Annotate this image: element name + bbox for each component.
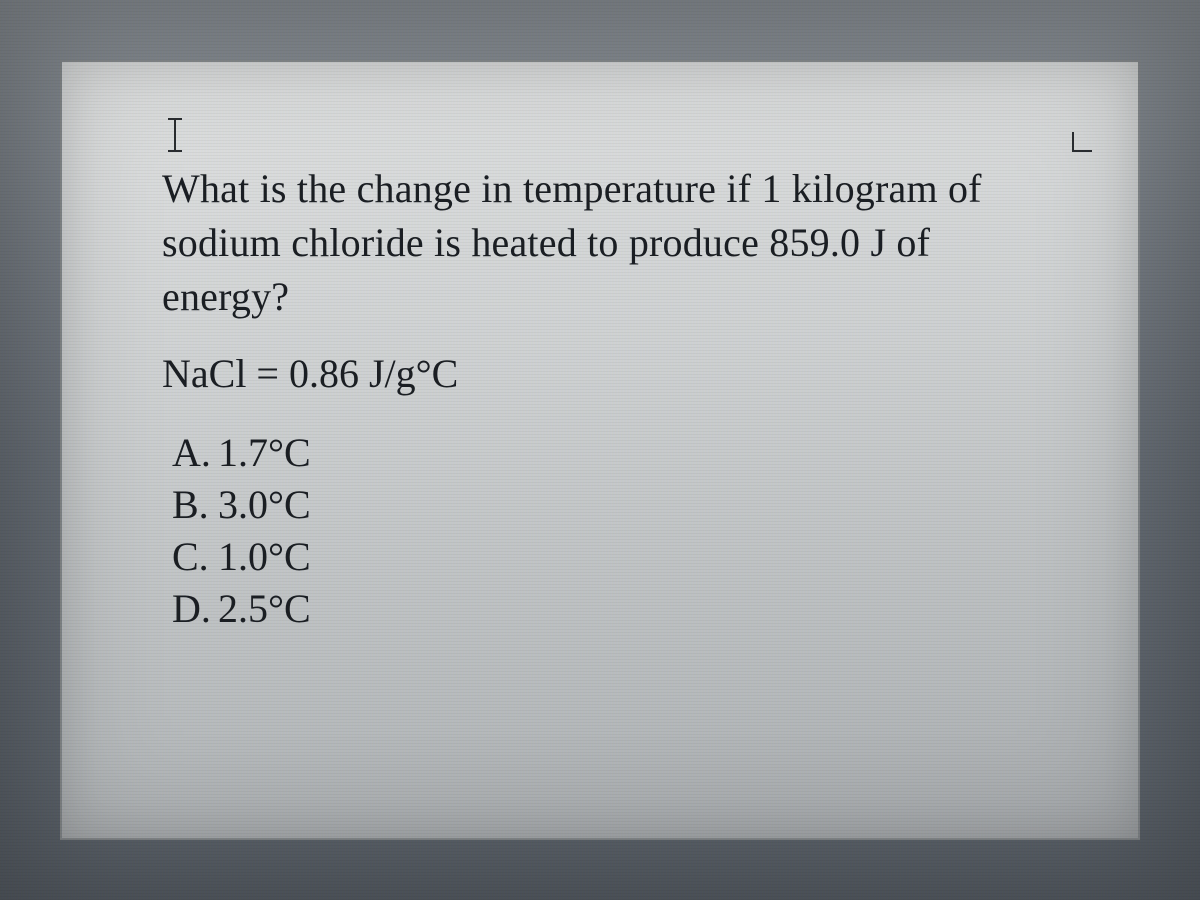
option-label: A. (172, 427, 218, 479)
answer-option[interactable]: A.1.7°C (172, 427, 1048, 479)
answer-option[interactable]: C.1.0°C (172, 531, 1048, 583)
option-value: 1.0°C (218, 534, 311, 579)
document-page: What is the change in temperature if 1 k… (60, 60, 1140, 840)
text-cursor-mark (174, 118, 176, 152)
option-label: B. (172, 479, 218, 531)
answer-options-list: A.1.7°C B.3.0°C C.1.0°C D.2.5°C (162, 427, 1048, 635)
option-value: 3.0°C (218, 482, 311, 527)
question-text: What is the change in temperature if 1 k… (162, 162, 1048, 324)
formula-text: NaCl = 0.86 J/g°C (162, 350, 1048, 397)
option-value: 2.5°C (218, 586, 311, 631)
margin-corner-mark (1072, 132, 1092, 152)
option-value: 1.7°C (218, 430, 311, 475)
answer-option[interactable]: D.2.5°C (172, 583, 1048, 635)
option-label: C. (172, 531, 218, 583)
option-label: D. (172, 583, 218, 635)
answer-option[interactable]: B.3.0°C (172, 479, 1048, 531)
